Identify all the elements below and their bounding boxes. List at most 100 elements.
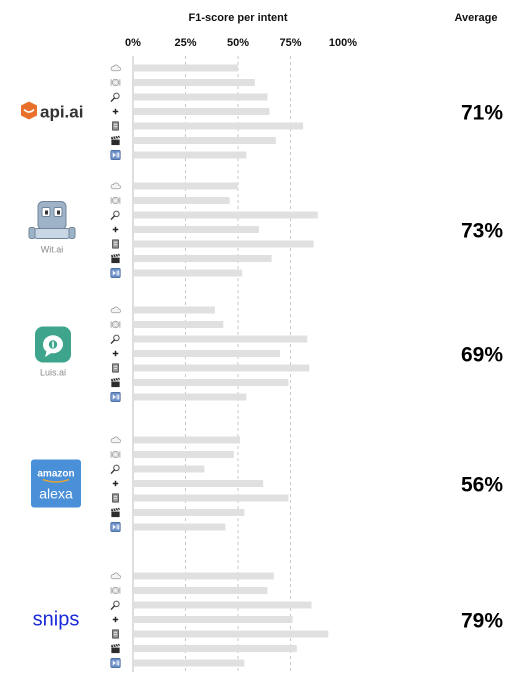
f1-bar xyxy=(134,601,312,609)
service-group: amazon alexa 56% xyxy=(31,436,503,533)
f1-bar xyxy=(134,197,230,204)
plus-icon xyxy=(112,226,119,233)
search-icon xyxy=(110,334,120,344)
f1-bar xyxy=(134,93,268,101)
luis-ai-logo: Luis.ai xyxy=(35,326,71,378)
f1-bar xyxy=(134,587,268,594)
f1-bar xyxy=(134,226,259,233)
x-tick-label: 25% xyxy=(174,37,196,49)
service-group: Luis.ai 69% xyxy=(35,306,503,403)
f1-bar xyxy=(134,393,247,401)
f1-bar xyxy=(134,255,272,262)
f1-bar xyxy=(134,494,289,502)
f1-bar xyxy=(134,64,238,72)
book-icon xyxy=(112,121,119,131)
wit-ai-logo: Wit.ai xyxy=(28,201,76,255)
service-groups: api.ai 71% Wit.ai 73% Luis.ai 69% amazon alexa 5… xyxy=(21,64,503,669)
search-icon xyxy=(110,600,120,610)
book-icon xyxy=(112,363,119,373)
average-value: 56% xyxy=(461,474,503,497)
play-pause-icon xyxy=(110,521,121,533)
search-icon xyxy=(110,210,120,220)
f1-bar xyxy=(134,509,245,516)
x-tick-label: 75% xyxy=(279,37,301,49)
f1-bar xyxy=(134,122,304,130)
f1-bar xyxy=(134,79,255,86)
x-tick-label: 0% xyxy=(125,37,141,49)
f1-bar xyxy=(134,182,238,190)
cloud-icon xyxy=(110,306,121,314)
clapperboard-icon xyxy=(110,507,121,518)
f1-bar xyxy=(134,350,280,357)
average-value: 79% xyxy=(461,610,503,633)
f1-bar xyxy=(134,335,308,343)
average-value: 73% xyxy=(461,220,503,243)
book-icon xyxy=(112,629,119,639)
f1-bar xyxy=(134,523,226,531)
clapperboard-icon xyxy=(110,643,121,654)
f1-bar xyxy=(134,379,289,386)
f1-bar xyxy=(134,137,276,144)
plus-icon xyxy=(112,616,119,623)
clapperboard-icon xyxy=(110,377,121,388)
logo-caption: Luis.ai xyxy=(40,368,66,378)
f1-bar xyxy=(134,465,205,473)
service-group: snips 79% xyxy=(33,572,503,669)
logo-text: snips xyxy=(33,609,80,631)
cloud-icon xyxy=(110,64,121,72)
plus-icon xyxy=(112,480,119,487)
logo-subtext: alexa xyxy=(39,486,73,502)
f1-bar xyxy=(134,572,274,580)
play-pause-icon xyxy=(110,391,121,403)
f1-bar xyxy=(134,269,243,277)
plate-icon xyxy=(110,320,121,329)
f1-bar xyxy=(134,211,318,219)
clapperboard-icon xyxy=(110,253,121,264)
play-pause-icon xyxy=(110,657,121,669)
clapperboard-icon xyxy=(110,135,121,146)
average-value: 71% xyxy=(461,102,503,125)
f1-bar xyxy=(134,364,310,372)
logo-text: amazon xyxy=(37,469,74,480)
api-ai-logo: api.ai xyxy=(21,101,83,122)
x-tick-label: 100% xyxy=(329,37,357,49)
service-group: api.ai 71% xyxy=(21,64,503,161)
f1-bar xyxy=(134,108,270,115)
f1-bar xyxy=(134,436,241,444)
plus-icon xyxy=(112,108,119,115)
plate-icon xyxy=(110,78,121,87)
snips-logo: snips xyxy=(33,609,80,631)
f1-bar xyxy=(134,630,329,638)
average-header: Average xyxy=(454,12,497,24)
f1-bar xyxy=(134,645,297,652)
cloud-icon xyxy=(110,572,121,580)
f1-bar xyxy=(134,306,215,314)
play-pause-icon xyxy=(110,149,121,161)
f1-bar xyxy=(134,659,245,667)
logo-text: api.ai xyxy=(40,103,83,122)
book-icon xyxy=(112,239,119,249)
chart-title: F1-score per intent xyxy=(188,12,287,24)
search-icon xyxy=(110,92,120,102)
play-pause-icon xyxy=(110,267,121,279)
f1-bar xyxy=(134,451,234,458)
gridlines xyxy=(132,56,291,672)
search-icon xyxy=(110,464,120,474)
cloud-icon xyxy=(110,436,121,444)
plate-icon xyxy=(110,196,121,205)
x-axis-ticks: 0% 25% 50% 75% 100% xyxy=(125,37,357,49)
x-tick-label: 50% xyxy=(227,37,249,49)
logo-caption: Wit.ai xyxy=(41,245,64,255)
plate-icon xyxy=(110,586,121,595)
f1-bar xyxy=(134,480,264,487)
plus-icon xyxy=(112,350,119,357)
f1-bar xyxy=(134,151,247,159)
service-group: Wit.ai 73% xyxy=(28,182,503,279)
f1-bar xyxy=(134,321,224,328)
plate-icon xyxy=(110,450,121,459)
book-icon xyxy=(112,493,119,503)
average-value: 69% xyxy=(461,344,503,367)
f1-bar xyxy=(134,240,314,248)
f1-bar xyxy=(134,616,293,623)
